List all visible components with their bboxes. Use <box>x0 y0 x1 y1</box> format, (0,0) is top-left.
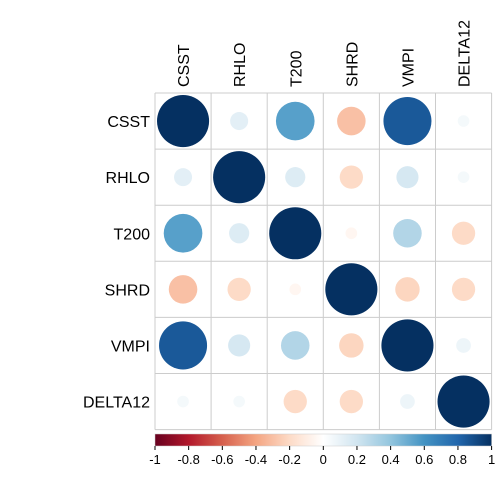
col-label-t200: T200 <box>288 50 305 87</box>
corr-circle-csst-shrd <box>337 106 366 136</box>
colorbar-tick-label: 1 <box>488 452 495 467</box>
col-label-shrd: SHRD <box>344 42 361 87</box>
corr-circle-vmpi-csst <box>159 321 208 370</box>
colorbar: -1 -0.8 -0.6 -0.4 -0.2 0 0.2 0.4 0.6 0.8 1 <box>149 433 495 467</box>
row-label-delta12: DELTA12 <box>83 395 150 412</box>
corr-circle-rhlo-delta12 <box>457 171 470 183</box>
corr-circle-delta12-shrd <box>339 389 363 414</box>
corr-circle-csst-csst <box>157 95 210 148</box>
colorbar-gradient <box>154 433 492 447</box>
corr-circle-delta12-delta12 <box>437 375 490 428</box>
colorbar-tick-label: 0.4 <box>382 452 400 467</box>
row-label-t200: T200 <box>114 226 151 243</box>
row-label-csst: CSST <box>107 114 150 131</box>
colorbar-tick-label: 0.8 <box>449 452 467 467</box>
corr-circle-t200-rhlo <box>229 223 250 244</box>
corr-circle-rhlo-rhlo <box>213 151 266 204</box>
colorbar-tick-label: -0.6 <box>211 452 233 467</box>
corr-circle-shrd-delta12 <box>451 277 476 301</box>
corr-circle-vmpi-t200 <box>280 331 310 360</box>
corr-circle-t200-csst <box>163 213 203 253</box>
grid <box>154 92 493 431</box>
colorbar-tick-label: 0 <box>320 452 327 467</box>
corr-circle-rhlo-shrd <box>339 165 363 189</box>
corr-circle-rhlo-vmpi <box>396 166 419 189</box>
corr-circle-shrd-shrd <box>325 263 378 316</box>
corr-circle-delta12-rhlo <box>233 395 245 408</box>
corr-circle-shrd-t200 <box>289 283 302 296</box>
corr-circle-vmpi-vmpi <box>381 319 434 372</box>
colorbar-tick-label: 0.6 <box>415 452 433 467</box>
corr-circle-csst-t200 <box>275 101 315 141</box>
corr-circle-shrd-rhlo <box>227 277 251 301</box>
colorbar-tick-label: -0.4 <box>245 452 267 467</box>
corr-circle-t200-delta12 <box>451 221 476 245</box>
col-label-delta12: DELTA12 <box>457 20 474 87</box>
corr-circle-vmpi-delta12 <box>456 338 471 353</box>
corr-circle-delta12-t200 <box>283 389 307 414</box>
corr-circle-t200-t200 <box>269 207 322 260</box>
corr-circle-shrd-vmpi <box>395 277 420 302</box>
corr-circle-t200-shrd <box>345 227 358 240</box>
row-label-vmpi: VMPI <box>111 338 150 355</box>
variable-labels: CSST CSST RHLO RHLO T200 T200 SHRD SHRD VMPI VMPI… <box>83 20 474 412</box>
col-label-csst: CSST <box>176 44 193 87</box>
row-label-rhlo: RHLO <box>106 170 150 187</box>
corr-circle-rhlo-t200 <box>285 167 306 188</box>
corr-circle-csst-delta12 <box>457 115 470 127</box>
corr-circle-delta12-csst <box>177 395 189 408</box>
correlation-circles <box>157 95 490 428</box>
corr-circle-rhlo-csst <box>174 168 193 187</box>
colorbar-tick-label: -0.8 <box>177 452 199 467</box>
colorbar-tick-label: 0.2 <box>348 452 366 467</box>
corr-circle-shrd-csst <box>168 275 198 304</box>
corr-circle-vmpi-rhlo <box>228 334 251 357</box>
corr-circle-csst-rhlo <box>230 112 249 131</box>
colorbar-tick-label: -1 <box>149 452 161 467</box>
colorbar-tick-label: -0.2 <box>278 452 300 467</box>
corr-circle-t200-vmpi <box>393 218 422 248</box>
row-label-shrd: SHRD <box>105 282 150 299</box>
col-label-rhlo: RHLO <box>232 43 249 87</box>
col-label-vmpi: VMPI <box>400 48 417 87</box>
corr-circle-csst-vmpi <box>383 97 432 146</box>
corr-circle-vmpi-shrd <box>339 333 364 358</box>
corr-circle-delta12-vmpi <box>400 394 415 409</box>
